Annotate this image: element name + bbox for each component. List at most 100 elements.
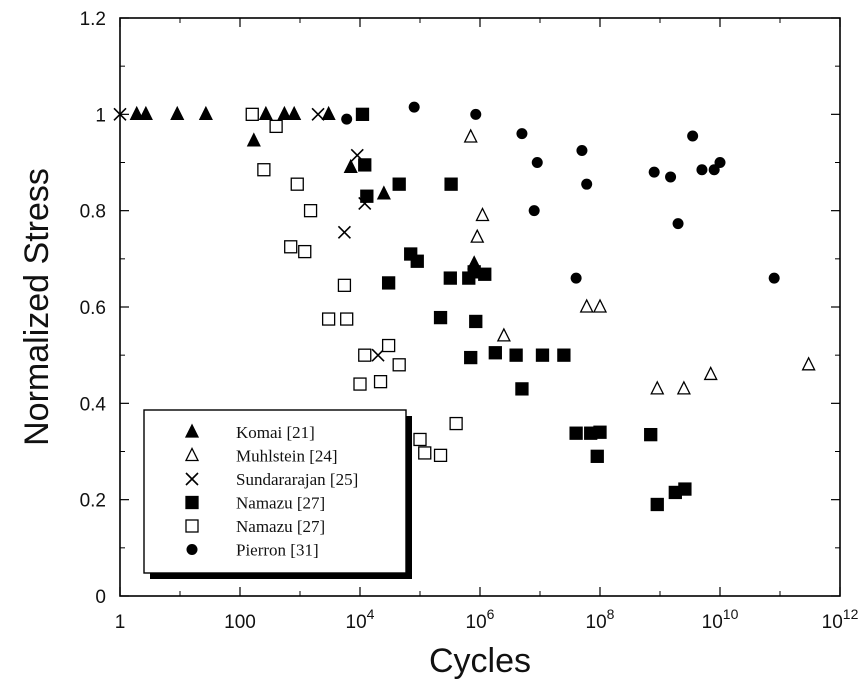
data-point: [464, 350, 478, 365]
data-point: [392, 358, 406, 372]
data-point: [516, 128, 528, 140]
data-point: [576, 144, 588, 156]
x-tick-label-base: 10: [586, 612, 607, 633]
data-point: [358, 158, 372, 172]
data-points: [113, 101, 816, 512]
data-point: [528, 205, 540, 217]
x-tick-label-base: 10: [702, 612, 723, 633]
x-tick-label-exponent: 6: [487, 606, 495, 622]
x-tick-label: 1012: [822, 606, 859, 633]
data-point: [418, 446, 432, 460]
legend: Komai [21] Muhlstein [24] Sundararajan [25…: [143, 409, 412, 579]
x-tick-label-exponent: 4: [367, 606, 375, 622]
x-tick-label-base: 10: [466, 612, 487, 633]
data-point: [433, 448, 448, 463]
y-axis-title: Normalized Stress: [18, 168, 56, 446]
series-0: [129, 105, 482, 270]
legend-marker: [184, 447, 200, 462]
data-point: [470, 108, 482, 120]
data-point: [590, 449, 604, 463]
data-point: [433, 310, 448, 325]
x-tick-label: 100: [224, 612, 256, 633]
y-tick-label: 0.8: [80, 202, 106, 223]
data-point: [340, 312, 354, 326]
series-5: [341, 101, 780, 284]
legend-marker: [185, 472, 199, 486]
data-point: [341, 113, 353, 125]
data-point: [676, 380, 691, 395]
data-point: [321, 105, 336, 120]
data-point: [444, 177, 458, 191]
data-point: [311, 107, 325, 121]
legend-label: Sundararajan [25]: [236, 470, 358, 489]
legend-marker: [185, 495, 199, 510]
data-point: [531, 157, 543, 168]
data-point: [381, 338, 396, 353]
data-point: [515, 382, 529, 396]
data-point: [358, 348, 372, 362]
x-tick-label: 108: [586, 606, 615, 633]
legend-marker: [184, 423, 200, 438]
data-point: [581, 178, 593, 190]
x-tick-label-exponent: 8: [607, 606, 615, 622]
legend-label: Komai [21]: [236, 423, 315, 442]
data-point: [381, 276, 396, 290]
data-point: [138, 105, 153, 120]
legend-marker: [186, 544, 198, 555]
data-point: [290, 177, 304, 191]
data-point: [469, 314, 483, 329]
data-point: [644, 427, 658, 442]
data-point: [373, 375, 388, 389]
data-point: [768, 272, 780, 284]
data-point: [303, 204, 318, 218]
data-point: [410, 254, 424, 268]
data-point: [449, 416, 463, 431]
data-point: [287, 105, 302, 120]
y-tick-label: 1.2: [80, 9, 106, 30]
y-tick-label: 0: [95, 587, 106, 608]
data-point: [650, 380, 665, 395]
x-tick-label: 1: [115, 612, 126, 633]
data-point: [648, 166, 660, 178]
data-point: [801, 356, 816, 371]
data-point: [496, 327, 511, 342]
data-point: [570, 272, 582, 284]
data-point: [353, 377, 367, 391]
x-tick-label: 104: [346, 606, 375, 633]
data-point: [592, 298, 608, 313]
y-tick-label: 1: [95, 105, 106, 126]
data-point: [337, 225, 351, 239]
data-point: [376, 185, 391, 200]
x-tick-label: 106: [466, 606, 495, 633]
axis-ticks: [119, 17, 841, 597]
series-1: [463, 128, 816, 395]
x-tick-label-base: 1: [115, 612, 126, 633]
data-point: [475, 207, 490, 222]
data-point: [593, 425, 607, 439]
legend-label: Namazu [27]: [236, 494, 325, 513]
data-point: [443, 271, 457, 285]
series-3: [355, 107, 692, 512]
data-point: [714, 157, 726, 168]
x-tick-label-exponent: 10: [723, 606, 739, 622]
data-point: [360, 189, 374, 203]
x-tick-label-base: 10: [822, 612, 843, 633]
y-tick-label: 0.6: [80, 298, 106, 319]
data-point: [258, 105, 273, 120]
x-axis-title: Cycles: [429, 642, 531, 680]
data-point: [650, 497, 664, 512]
data-point: [672, 218, 684, 230]
data-point: [355, 107, 370, 121]
x-tick-label-base: 10: [346, 612, 367, 633]
data-point: [478, 267, 492, 281]
y-tick-label: 0.4: [80, 394, 107, 415]
legend-label: Pierron [31]: [236, 541, 319, 560]
data-point: [277, 105, 292, 120]
data-point: [337, 278, 352, 292]
legend-marker: [185, 519, 199, 533]
data-point: [557, 348, 571, 362]
data-point: [463, 128, 478, 143]
data-point: [257, 163, 271, 177]
data-point: [535, 348, 550, 362]
